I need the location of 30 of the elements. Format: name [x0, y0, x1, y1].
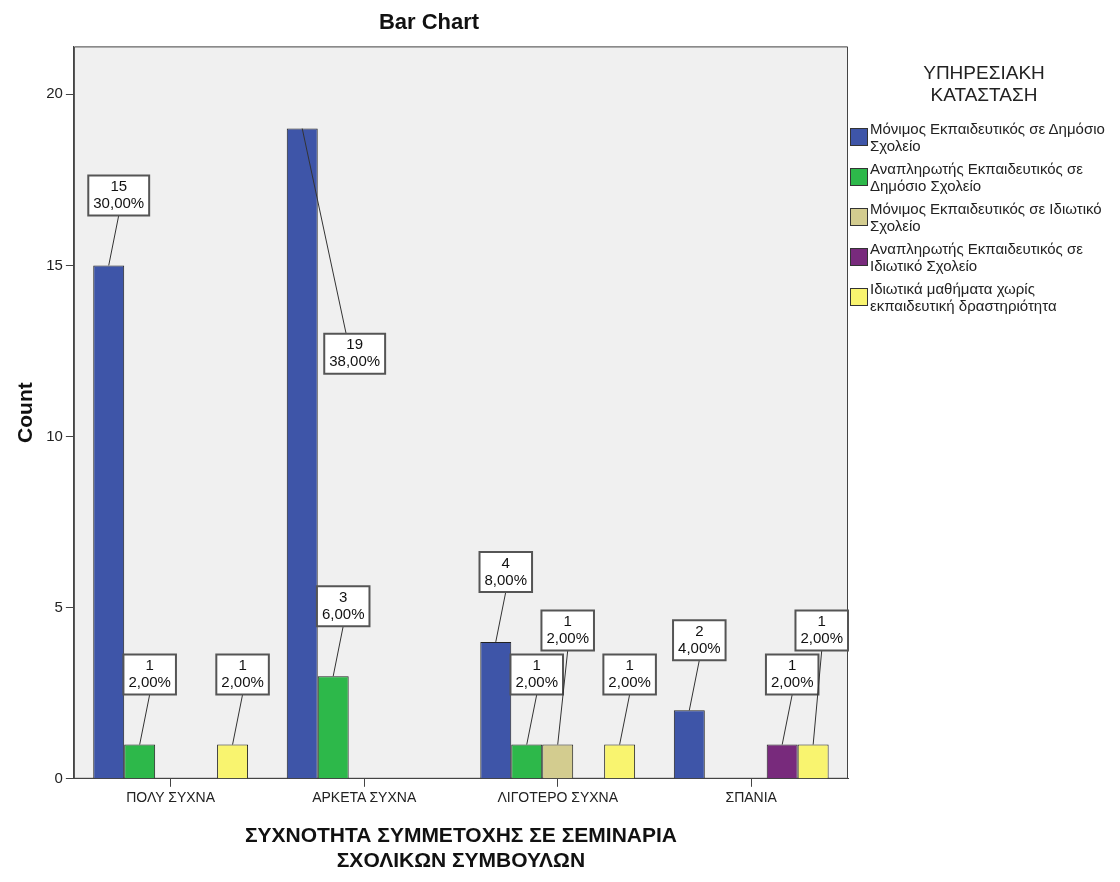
y-tick-label: 5 [54, 597, 63, 615]
y-tick-label: 0 [54, 768, 63, 786]
data-label: 4 8,00% [484, 553, 528, 588]
legend-label: Ιδιωτικά μαθήματα χωρίς εκπαιδευτική δραστηριότητα [870, 280, 1058, 314]
data-label: 3 6,00% [321, 587, 365, 622]
legend-label: Μόνιμος Εκπαιδευτικός σε Δημόσιο Σχολείο [870, 120, 1106, 154]
y-tick-label: 10 [46, 426, 63, 444]
legend-label: Μόνιμος Εκπαιδευτικός σε Ιδιωτικό Σχολείο [870, 200, 1103, 234]
y-tick-label: 15 [46, 255, 63, 273]
data-label: 1 2,00% [800, 612, 844, 647]
legend-label: Αναπληρωτής Εκπαιδευτικός σε Δημόσιο Σχολείο [870, 160, 1084, 194]
data-label: 1 2,00% [546, 612, 589, 647]
chart-title: Bar Chart [378, 9, 480, 35]
x-tick-label: ΠΟΛΥ ΣΥΧΝΑ [126, 789, 216, 806]
data-label: 19 38,00% [329, 335, 381, 370]
x-tick-label: ΣΠΑΝΙΑ [725, 789, 778, 806]
data-label: 15 30,00% [93, 177, 145, 212]
y-axis-title: Count [13, 382, 37, 443]
x-tick-label: ΑΡΚΕΤΑ ΣΥΧΝΑ [312, 789, 417, 806]
data-label: 1 2,00% [770, 656, 814, 691]
legend-title: ΥΠΗΡΕΣΙΑΚΗ ΚΑΤΑΣΤΑΣΗ [922, 62, 1046, 106]
x-tick-label: ΛΙΓΟΤΕΡΟ ΣΥΧΝΑ [497, 789, 619, 806]
data-label: 1 2,00% [221, 656, 264, 691]
x-axis-title: ΣΥΧΝΟΤΗΤΑ ΣΥΜΜΕΤΟΧΗΣ ΣΕ ΣΕΜΙΝΑΡΙΑ ΣΧΟΛΙΚΩΝ ΣΥΜΒΟΥΛΩΝ [244, 823, 677, 872]
data-label: 1 2,00% [128, 656, 171, 691]
data-label: 2 4,00% [678, 621, 721, 656]
y-tick-label: 20 [46, 84, 63, 102]
data-label: 1 2,00% [515, 656, 559, 691]
legend-label: Αναπληρωτής Εκπαιδευτικός σε Ιδιωτικό Σχολείο [870, 240, 1084, 274]
data-label: 1 2,00% [608, 656, 651, 691]
